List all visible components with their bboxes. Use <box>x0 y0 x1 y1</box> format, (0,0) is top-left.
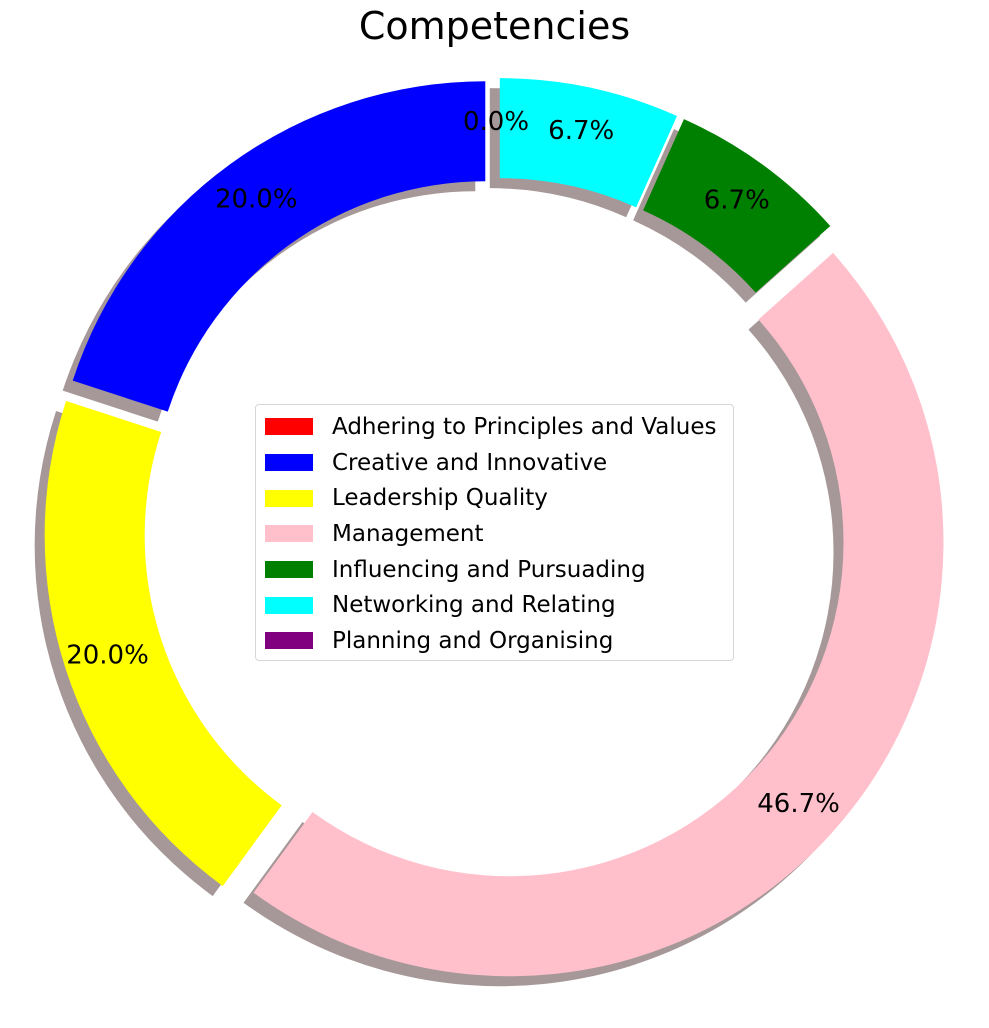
slice-layer <box>44 78 944 977</box>
legend-label: Adhering to Principles and Values <box>332 413 717 440</box>
slice-networking-and-relating <box>499 78 677 208</box>
legend-item-networking-and-relating: Networking and Relating <box>265 587 733 623</box>
legend-label: Leadership Quality <box>332 485 548 512</box>
slice-influencing-and-pursuading <box>643 119 831 293</box>
legend-swatch <box>265 454 313 472</box>
pct-label-creative-and-innovative: 20.0% <box>215 185 298 215</box>
legend-label: Creative and Innovative <box>332 449 608 476</box>
legend-swatch <box>265 561 313 579</box>
legend-item-leadership-quality: Leadership Quality <box>265 480 733 516</box>
legend-swatch <box>265 632 313 650</box>
legend-swatch <box>265 489 313 507</box>
legend-swatch <box>265 596 313 614</box>
legend-item-planning-and-organising: Planning and Organising <box>265 623 733 659</box>
label-layer: 0.0% 20.0% 20.0% 46.7% 6.7% 6.7% <box>66 107 840 819</box>
pct-label-leadership-quality: 20.0% <box>66 640 149 670</box>
chart-title: Competencies <box>358 4 631 48</box>
legend-item-creative-and-innovative: Creative and Innovative <box>265 445 733 481</box>
slice-management <box>253 252 944 977</box>
legend-label: Networking and Relating <box>332 592 616 619</box>
pct-label-networking-and-relating: 6.7% <box>548 116 614 146</box>
chart-legend: Adhering to Principles and Values Creativ… <box>255 404 734 661</box>
pct-label-adhering-to-principles-and-values: 0.0% <box>463 107 529 137</box>
legend-swatch <box>265 525 313 543</box>
pct-label-influencing-and-pursuading: 6.7% <box>704 185 770 215</box>
legend-label: Planning and Organising <box>332 627 614 654</box>
pct-label-management: 46.7% <box>757 789 840 819</box>
slice-leadership-quality <box>44 400 282 887</box>
legend-item-management: Management <box>265 516 733 552</box>
legend-label: Management <box>332 520 484 547</box>
legend-swatch <box>265 418 313 436</box>
legend-label: Influencing and Pursuading <box>332 556 646 583</box>
legend-item-influencing-and-pursuading: Influencing and Pursuading <box>265 552 733 588</box>
slice-creative-and-innovative <box>72 81 486 412</box>
legend-item-adhering-to-principles-and-values: Adhering to Principles and Values <box>265 409 733 445</box>
